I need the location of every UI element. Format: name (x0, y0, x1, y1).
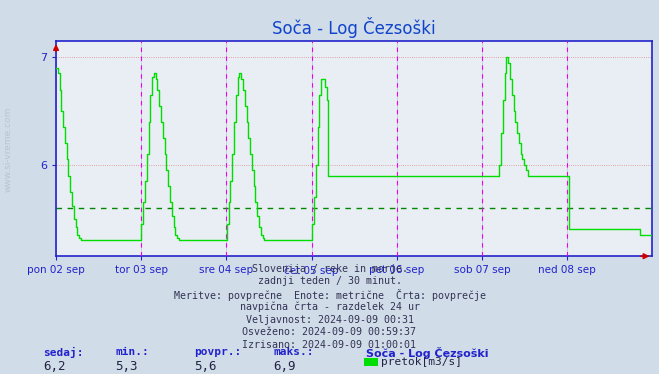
Text: Soča - Log Čezsoški: Soča - Log Čezsoški (366, 347, 488, 359)
Text: zadnji teden / 30 minut.: zadnji teden / 30 minut. (258, 276, 401, 286)
Text: www.si-vreme.com: www.si-vreme.com (3, 107, 13, 192)
Text: 6,9: 6,9 (273, 360, 296, 373)
Text: Slovenija / reke in morje.: Slovenija / reke in morje. (252, 264, 407, 274)
Text: Izrisano: 2024-09-09 01:00:01: Izrisano: 2024-09-09 01:00:01 (243, 340, 416, 350)
Text: povpr.:: povpr.: (194, 347, 242, 357)
Text: 5,6: 5,6 (194, 360, 217, 373)
Text: Veljavnost: 2024-09-09 00:31: Veljavnost: 2024-09-09 00:31 (246, 315, 413, 325)
Title: Soča - Log Čezsoški: Soča - Log Čezsoški (272, 17, 436, 38)
Text: Osveženo: 2024-09-09 00:59:37: Osveženo: 2024-09-09 00:59:37 (243, 327, 416, 337)
Text: min.:: min.: (115, 347, 149, 357)
Text: maks.:: maks.: (273, 347, 314, 357)
Text: pretok[m3/s]: pretok[m3/s] (381, 357, 462, 367)
Text: sedaj:: sedaj: (43, 347, 83, 358)
Text: 6,2: 6,2 (43, 360, 65, 373)
Text: Meritve: povprečne  Enote: metrične  Črta: povprečje: Meritve: povprečne Enote: metrične Črta:… (173, 289, 486, 301)
Text: 5,3: 5,3 (115, 360, 138, 373)
Text: navpična črta - razdelek 24 ur: navpična črta - razdelek 24 ur (239, 302, 420, 312)
